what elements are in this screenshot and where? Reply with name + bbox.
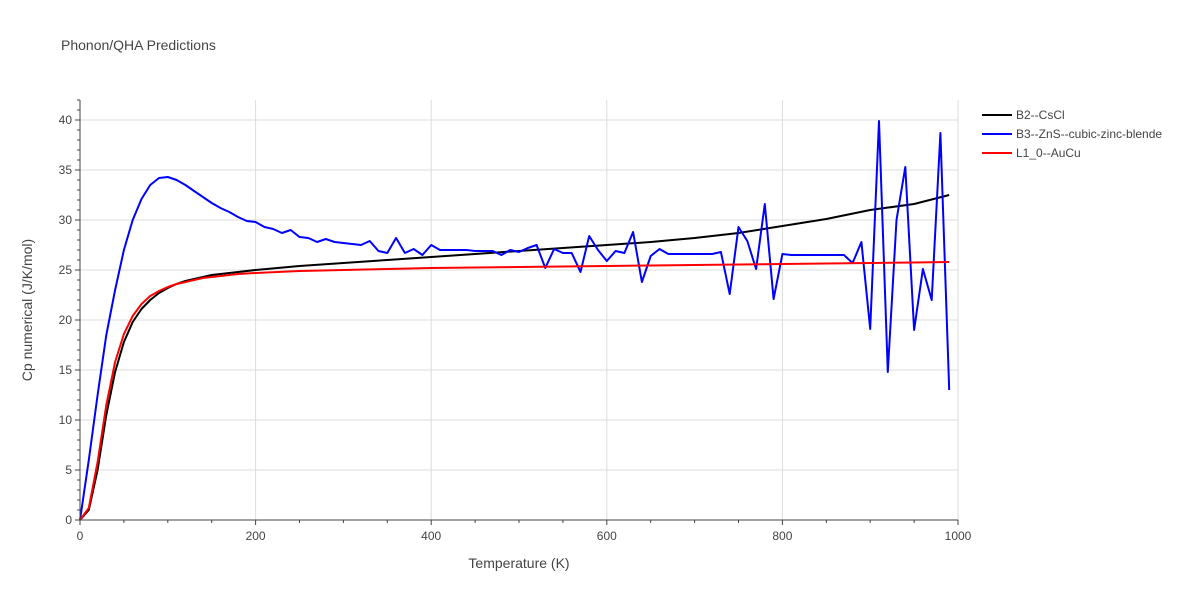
legend: B2--CsCl B3--ZnS--cubic-zinc-blende L1_0--… xyxy=(982,108,1162,160)
y-tick-label: 15 xyxy=(59,363,73,377)
grid xyxy=(80,100,959,520)
x-tick-label: 200 xyxy=(246,529,266,543)
x-tick-label: 0 xyxy=(77,529,84,543)
plot-lines xyxy=(79,120,951,521)
series-line-2 xyxy=(79,261,950,521)
x-tick-label: 600 xyxy=(597,529,617,543)
x-tick-label: 1000 xyxy=(945,529,972,543)
y-tick-label: 20 xyxy=(59,313,73,327)
chart-title: Phonon/QHA Predictions xyxy=(61,37,216,53)
y-tick-label: 40 xyxy=(59,113,73,127)
legend-label: B2--CsCl xyxy=(1016,108,1065,122)
axes: 0 200 400 600 800 1000 0 5 10 15 20 25 30 35 40 xyxy=(59,99,972,543)
x-tick-label: 400 xyxy=(421,529,441,543)
y-tick-label: 25 xyxy=(59,263,73,277)
y-tick-label: 5 xyxy=(65,463,72,477)
y-tick-label: 10 xyxy=(59,413,73,427)
series-line-1 xyxy=(79,120,951,521)
y-axis-title: Cp numerical (J/K/mol) xyxy=(19,239,35,381)
x-tick-label: 800 xyxy=(772,529,792,543)
y-tick-label: 35 xyxy=(59,163,73,177)
legend-label: B3--ZnS--cubic-zinc-blende xyxy=(1016,127,1162,141)
legend-label: L1_0--AuCu xyxy=(1016,146,1081,160)
y-tick-label: 0 xyxy=(65,513,72,527)
x-axis-title: Temperature (K) xyxy=(468,555,569,571)
y-tick-label: 30 xyxy=(59,213,73,227)
series-line-0 xyxy=(79,194,950,521)
